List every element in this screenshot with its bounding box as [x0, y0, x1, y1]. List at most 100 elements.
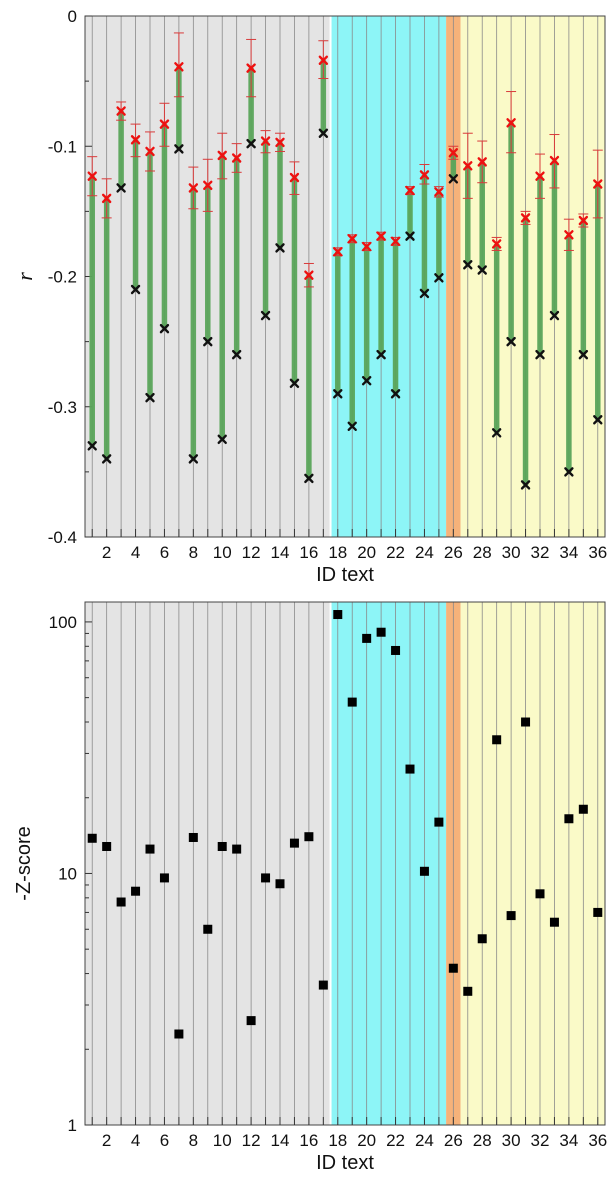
black-x-marker: [448, 174, 459, 184]
x-tick-label: 14: [271, 1131, 290, 1150]
red-x-marker: [289, 172, 300, 183]
marker-stroke: [188, 183, 199, 193]
red-x-marker: [593, 179, 603, 189]
x-tick-label: 22: [386, 543, 405, 562]
marker-stroke: [520, 480, 531, 490]
marker-stroke: [203, 336, 213, 347]
red-x-marker: [174, 62, 184, 72]
marker-stroke: [549, 310, 560, 321]
r-panel: [84, 15, 606, 538]
marker-stroke: [231, 349, 242, 360]
background-region-2: [330, 16, 447, 537]
black-x-marker: [159, 323, 170, 334]
square-marker: [549, 917, 559, 927]
square-marker: [188, 832, 198, 842]
x-tick-label: 28: [473, 543, 492, 562]
square-marker: [289, 838, 299, 848]
square-marker: [448, 963, 458, 973]
marker-stroke: [217, 434, 227, 445]
red-x-marker: [260, 136, 271, 146]
square-marker: [318, 980, 328, 990]
black-x-marker: [506, 336, 516, 347]
x-tick-label: 22: [386, 1131, 405, 1150]
black-x-marker: [275, 243, 285, 253]
black-x-marker: [491, 428, 502, 438]
x-tick-label: 26: [444, 1131, 463, 1150]
black-x-marker: [101, 454, 112, 464]
red-x-marker: [333, 247, 343, 257]
black-x-marker: [246, 138, 256, 149]
marker-stroke: [260, 136, 271, 146]
marker-stroke: [174, 62, 184, 72]
marker-stroke: [333, 247, 343, 257]
square-marker: [391, 645, 401, 655]
marker-stroke: [463, 161, 473, 171]
marker-stroke: [448, 148, 459, 158]
square-marker: [261, 873, 271, 883]
black-x-marker: [419, 288, 430, 299]
red-x-marker: [145, 146, 155, 157]
black-x-marker: [578, 349, 589, 360]
red-x-marker: [463, 161, 473, 171]
marker-stroke: [275, 243, 285, 253]
marker-stroke: [390, 236, 401, 247]
marker-stroke: [390, 389, 401, 399]
plot-frame: [84, 601, 606, 1126]
marker-stroke: [246, 138, 256, 149]
x-tick-label: 4: [131, 543, 140, 562]
marker-stroke: [318, 55, 329, 65]
marker-stroke: [145, 146, 155, 157]
marker-stroke: [376, 231, 386, 241]
y-tick-label: -0.3: [48, 398, 77, 417]
red-x-marker: [130, 135, 141, 145]
x-tick-label: 36: [588, 1131, 607, 1150]
marker-stroke: [593, 179, 603, 189]
square-marker: [159, 873, 169, 883]
marker-stroke: [217, 150, 227, 161]
square-marker: [593, 907, 603, 917]
marker-stroke: [520, 213, 531, 223]
x-tick-label: 28: [473, 1131, 492, 1150]
x-tick-label: 12: [242, 1131, 261, 1150]
x-axis-title: ID text: [316, 1152, 374, 1174]
marker-stroke: [491, 239, 502, 249]
x-tick-label: 20: [357, 543, 376, 562]
red-x-marker: [217, 150, 227, 161]
square-marker: [87, 833, 97, 843]
square-marker: [376, 627, 386, 637]
x-tick-label: 2: [102, 543, 111, 562]
marker-stroke: [506, 118, 516, 128]
x-tick-label: 32: [531, 543, 550, 562]
black-x-marker: [549, 310, 560, 321]
marker-stroke: [116, 106, 126, 116]
black-x-marker: [231, 349, 242, 360]
black-x-marker: [333, 389, 343, 399]
x-tick-label: 34: [559, 543, 578, 562]
black-x-marker: [304, 473, 314, 484]
black-x-marker: [376, 349, 386, 360]
square-marker: [492, 735, 502, 745]
red-x-marker: [231, 153, 242, 163]
x-tick-label: 12: [242, 543, 261, 562]
square-marker: [564, 814, 574, 824]
black-x-marker: [361, 376, 372, 386]
red-x-marker: [506, 118, 516, 128]
marker-stroke: [289, 172, 300, 183]
marker-stroke: [174, 144, 184, 154]
black-x-marker: [130, 284, 141, 295]
black-x-marker: [260, 310, 271, 321]
marker-stroke: [477, 157, 487, 167]
y-axis-title: -Z-score: [13, 826, 35, 900]
square-marker: [506, 911, 516, 921]
marker-stroke: [304, 473, 314, 484]
zscore-panel: [84, 601, 606, 1126]
black-x-marker: [318, 128, 329, 138]
square-marker: [477, 934, 487, 944]
x-tick-label: 2: [102, 1131, 111, 1150]
zscore-data: [87, 610, 603, 1039]
marker-stroke: [506, 336, 516, 347]
marker-stroke: [578, 349, 589, 360]
square-marker: [405, 764, 415, 774]
black-x-marker: [434, 273, 444, 283]
black-x-marker: [405, 231, 415, 241]
